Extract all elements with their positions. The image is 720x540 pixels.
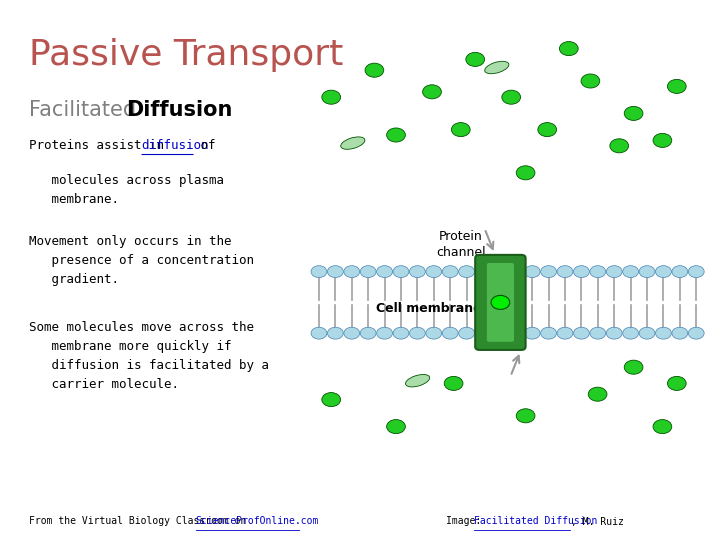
Text: ScienceProfOnline.com: ScienceProfOnline.com	[196, 516, 319, 526]
Circle shape	[559, 42, 578, 56]
Ellipse shape	[341, 137, 365, 149]
Circle shape	[451, 123, 470, 137]
Circle shape	[365, 63, 384, 77]
Circle shape	[426, 266, 441, 278]
Ellipse shape	[485, 62, 509, 73]
Circle shape	[322, 90, 341, 104]
Circle shape	[502, 90, 521, 104]
Circle shape	[655, 266, 671, 278]
Circle shape	[360, 327, 376, 339]
Circle shape	[444, 376, 463, 390]
Circle shape	[574, 327, 590, 339]
Circle shape	[624, 360, 643, 374]
Circle shape	[688, 266, 704, 278]
Circle shape	[344, 327, 360, 339]
Circle shape	[426, 327, 441, 339]
Circle shape	[328, 327, 343, 339]
Circle shape	[377, 266, 392, 278]
Text: molecules across plasma
   membrane.: molecules across plasma membrane.	[29, 174, 224, 206]
Text: , M. Ruiz: , M. Ruiz	[571, 516, 624, 526]
Circle shape	[624, 106, 643, 120]
Circle shape	[328, 266, 343, 278]
Circle shape	[541, 266, 557, 278]
Circle shape	[538, 123, 557, 137]
Circle shape	[610, 139, 629, 153]
Circle shape	[459, 327, 474, 339]
Circle shape	[344, 266, 360, 278]
Circle shape	[311, 266, 327, 278]
Circle shape	[672, 327, 688, 339]
Circle shape	[524, 327, 540, 339]
Circle shape	[581, 74, 600, 88]
Circle shape	[588, 387, 607, 401]
Ellipse shape	[405, 375, 430, 387]
Circle shape	[541, 327, 557, 339]
Circle shape	[360, 266, 376, 278]
Circle shape	[393, 266, 409, 278]
Text: Facilitated Diffusion: Facilitated Diffusion	[474, 516, 597, 526]
Circle shape	[639, 266, 655, 278]
Text: Proteins assist in: Proteins assist in	[29, 139, 171, 152]
Circle shape	[410, 266, 426, 278]
Circle shape	[491, 295, 510, 309]
Circle shape	[459, 266, 474, 278]
Circle shape	[667, 79, 686, 93]
Circle shape	[655, 327, 671, 339]
Circle shape	[322, 393, 341, 407]
FancyBboxPatch shape	[475, 255, 526, 350]
Text: Some molecules move across the
   membrane more quickly if
   diffusion is facil: Some molecules move across the membrane …	[29, 321, 269, 392]
Circle shape	[423, 85, 441, 99]
Circle shape	[387, 128, 405, 142]
Circle shape	[442, 266, 458, 278]
Circle shape	[393, 327, 409, 339]
Circle shape	[667, 376, 686, 390]
Circle shape	[377, 327, 392, 339]
Circle shape	[574, 266, 590, 278]
Circle shape	[442, 327, 458, 339]
Text: diffusion: diffusion	[141, 139, 209, 152]
Circle shape	[387, 420, 405, 434]
Text: Cell membrane: Cell membrane	[376, 302, 481, 315]
Circle shape	[606, 266, 622, 278]
Text: Diffusion: Diffusion	[126, 100, 233, 120]
Circle shape	[516, 166, 535, 180]
Circle shape	[466, 52, 485, 66]
FancyBboxPatch shape	[486, 262, 515, 342]
Circle shape	[653, 420, 672, 434]
Circle shape	[672, 266, 688, 278]
Circle shape	[311, 327, 327, 339]
Circle shape	[606, 327, 622, 339]
Circle shape	[524, 266, 540, 278]
Circle shape	[557, 266, 573, 278]
Circle shape	[688, 327, 704, 339]
Text: Image:: Image:	[446, 516, 487, 526]
Text: From the Virtual Biology Classroom on: From the Virtual Biology Classroom on	[29, 516, 252, 526]
Circle shape	[639, 327, 655, 339]
Text: Protein
channel: Protein channel	[436, 230, 485, 260]
Circle shape	[623, 266, 639, 278]
Circle shape	[410, 327, 426, 339]
Circle shape	[623, 327, 639, 339]
Circle shape	[590, 266, 606, 278]
Circle shape	[653, 133, 672, 147]
Text: of: of	[193, 139, 215, 152]
Text: Facilitated: Facilitated	[29, 100, 143, 120]
Circle shape	[590, 327, 606, 339]
Circle shape	[516, 409, 535, 423]
Text: Passive Transport: Passive Transport	[29, 38, 343, 72]
Circle shape	[557, 327, 573, 339]
Text: Movement only occurs in the
   presence of a concentration
   gradient.: Movement only occurs in the presence of …	[29, 235, 254, 286]
